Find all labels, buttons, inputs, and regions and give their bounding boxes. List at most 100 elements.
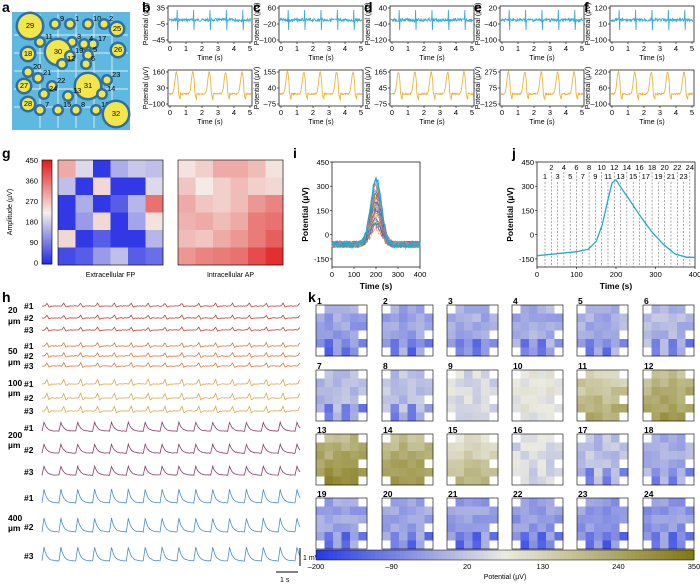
- heatmap-cell: [481, 476, 490, 486]
- frame-marker-label: 17: [642, 172, 650, 181]
- heatmap-cell: [651, 459, 661, 469]
- heatmap-cell: [529, 434, 538, 443]
- heatmap-cell: [424, 412, 434, 422]
- heatmap-cell: [333, 347, 342, 357]
- heatmap-cell: [390, 459, 400, 469]
- heatmap-cell: [619, 468, 629, 477]
- frame-marker-label: 23: [679, 172, 687, 181]
- electrode-14: [98, 90, 106, 98]
- heatmap-cell: [677, 523, 686, 533]
- heatmap-cell: [350, 515, 359, 524]
- heatmap-cell: [677, 305, 686, 314]
- heatmap-cell: [512, 412, 521, 422]
- xtick-label: 3: [216, 108, 220, 117]
- heatmap-cell: [520, 378, 530, 388]
- heatmap-cell: [602, 305, 612, 314]
- xtick-label: 1: [295, 44, 299, 53]
- heatmap-cell: [594, 434, 603, 443]
- heatmap-cell: [333, 404, 342, 413]
- heatmap-cell: [390, 468, 400, 477]
- group-label: 20: [8, 305, 18, 315]
- electrode-23: [103, 76, 111, 84]
- heatmap-cell: [333, 515, 342, 524]
- heatmap-cell: [602, 339, 612, 348]
- heatmap-cell: [464, 523, 473, 533]
- heatmap-cell: [520, 434, 530, 443]
- heatmap-cell: [554, 506, 564, 516]
- heatmap-cell: [178, 230, 196, 248]
- heatmap-cell: [390, 540, 400, 550]
- heatmap-cell: [341, 540, 351, 550]
- colorbar-segment: [416, 550, 422, 560]
- xtick-label: 5: [470, 44, 474, 53]
- heatmap-cell: [399, 322, 408, 331]
- heatmap-cell: [520, 498, 530, 507]
- ytick-label: 450: [521, 158, 534, 167]
- heatmap-cell: [447, 347, 456, 357]
- heatmap-cell: [447, 515, 456, 524]
- heatmap-cell: [333, 532, 342, 541]
- heatmap-cell: [407, 404, 417, 413]
- ytick-label: 300: [521, 182, 534, 191]
- heatmap-cell: [382, 378, 391, 388]
- heatmap-cell: [213, 247, 231, 266]
- heatmap-cell: [602, 387, 612, 396]
- heatmap-cell: [668, 313, 678, 323]
- heatmap-cell: [195, 230, 214, 248]
- heatmap-cell: [399, 347, 408, 357]
- heatmap-cell: [585, 434, 595, 443]
- heatmap-cell: [619, 322, 629, 331]
- heatmap-cell: [577, 313, 586, 323]
- heatmap-cell: [390, 506, 400, 516]
- heatmap-cell: [390, 305, 400, 314]
- heatmap-cell: [472, 515, 482, 524]
- xtick-label: 2: [200, 44, 204, 53]
- heatmap-cell: [455, 404, 465, 413]
- heatmap-cell: [248, 177, 266, 196]
- colorbar-segment: [42, 243, 52, 246]
- heatmap-cell: [577, 515, 586, 524]
- electrode-13: [64, 92, 72, 100]
- heatmap-cell: [265, 195, 284, 213]
- heatmap-frame: [177, 159, 284, 266]
- heatmap-cell: [585, 476, 595, 486]
- heatmap-cell: [382, 434, 391, 443]
- heatmap-cell: [333, 322, 342, 331]
- heatmap-cell: [520, 322, 530, 331]
- ytick-label: 300: [316, 182, 329, 191]
- heatmap-cell: [546, 476, 555, 486]
- heatmap-cell: [416, 313, 425, 323]
- group-label: 100: [8, 378, 22, 388]
- heatmap-cell: [481, 515, 490, 524]
- electrode-29: [18, 14, 42, 38]
- colorbar-segment: [542, 550, 548, 560]
- heatmap-cell: [248, 195, 266, 213]
- heatmap-cell: [611, 523, 620, 533]
- heatmap-cell: [520, 459, 530, 469]
- frame-marker-label: 10: [598, 163, 606, 172]
- colorbar-segment: [593, 550, 598, 560]
- heatmap-cell: [455, 515, 465, 524]
- heatmap-cell: [472, 387, 482, 396]
- heatmap-cell: [554, 515, 564, 524]
- heatmap-cell: [585, 468, 595, 477]
- heatmap-cell: [554, 387, 564, 396]
- frame-marker-label: 5: [568, 172, 572, 181]
- ytick-label: 40: [268, 84, 276, 93]
- heatmap-cell: [677, 442, 686, 452]
- heatmap-cell: [611, 412, 620, 422]
- heatmap-cell: [399, 523, 408, 533]
- heatmap-cell: [128, 160, 146, 178]
- heatmap-cell: [651, 378, 661, 388]
- heatmap-cell: [93, 212, 111, 231]
- heatmap-cell: [455, 347, 465, 357]
- heatmap-cell: [464, 387, 473, 396]
- heatmap-cell: [512, 523, 521, 533]
- heatmap-cell: [213, 230, 231, 248]
- heatmap-cell: [455, 476, 465, 486]
- heatmap-cell: [333, 540, 342, 550]
- heatmap-cell: [643, 305, 652, 314]
- xtick-label: 1: [626, 108, 630, 117]
- heatmap-cell: [554, 370, 564, 379]
- heatmap-cell: [128, 177, 146, 196]
